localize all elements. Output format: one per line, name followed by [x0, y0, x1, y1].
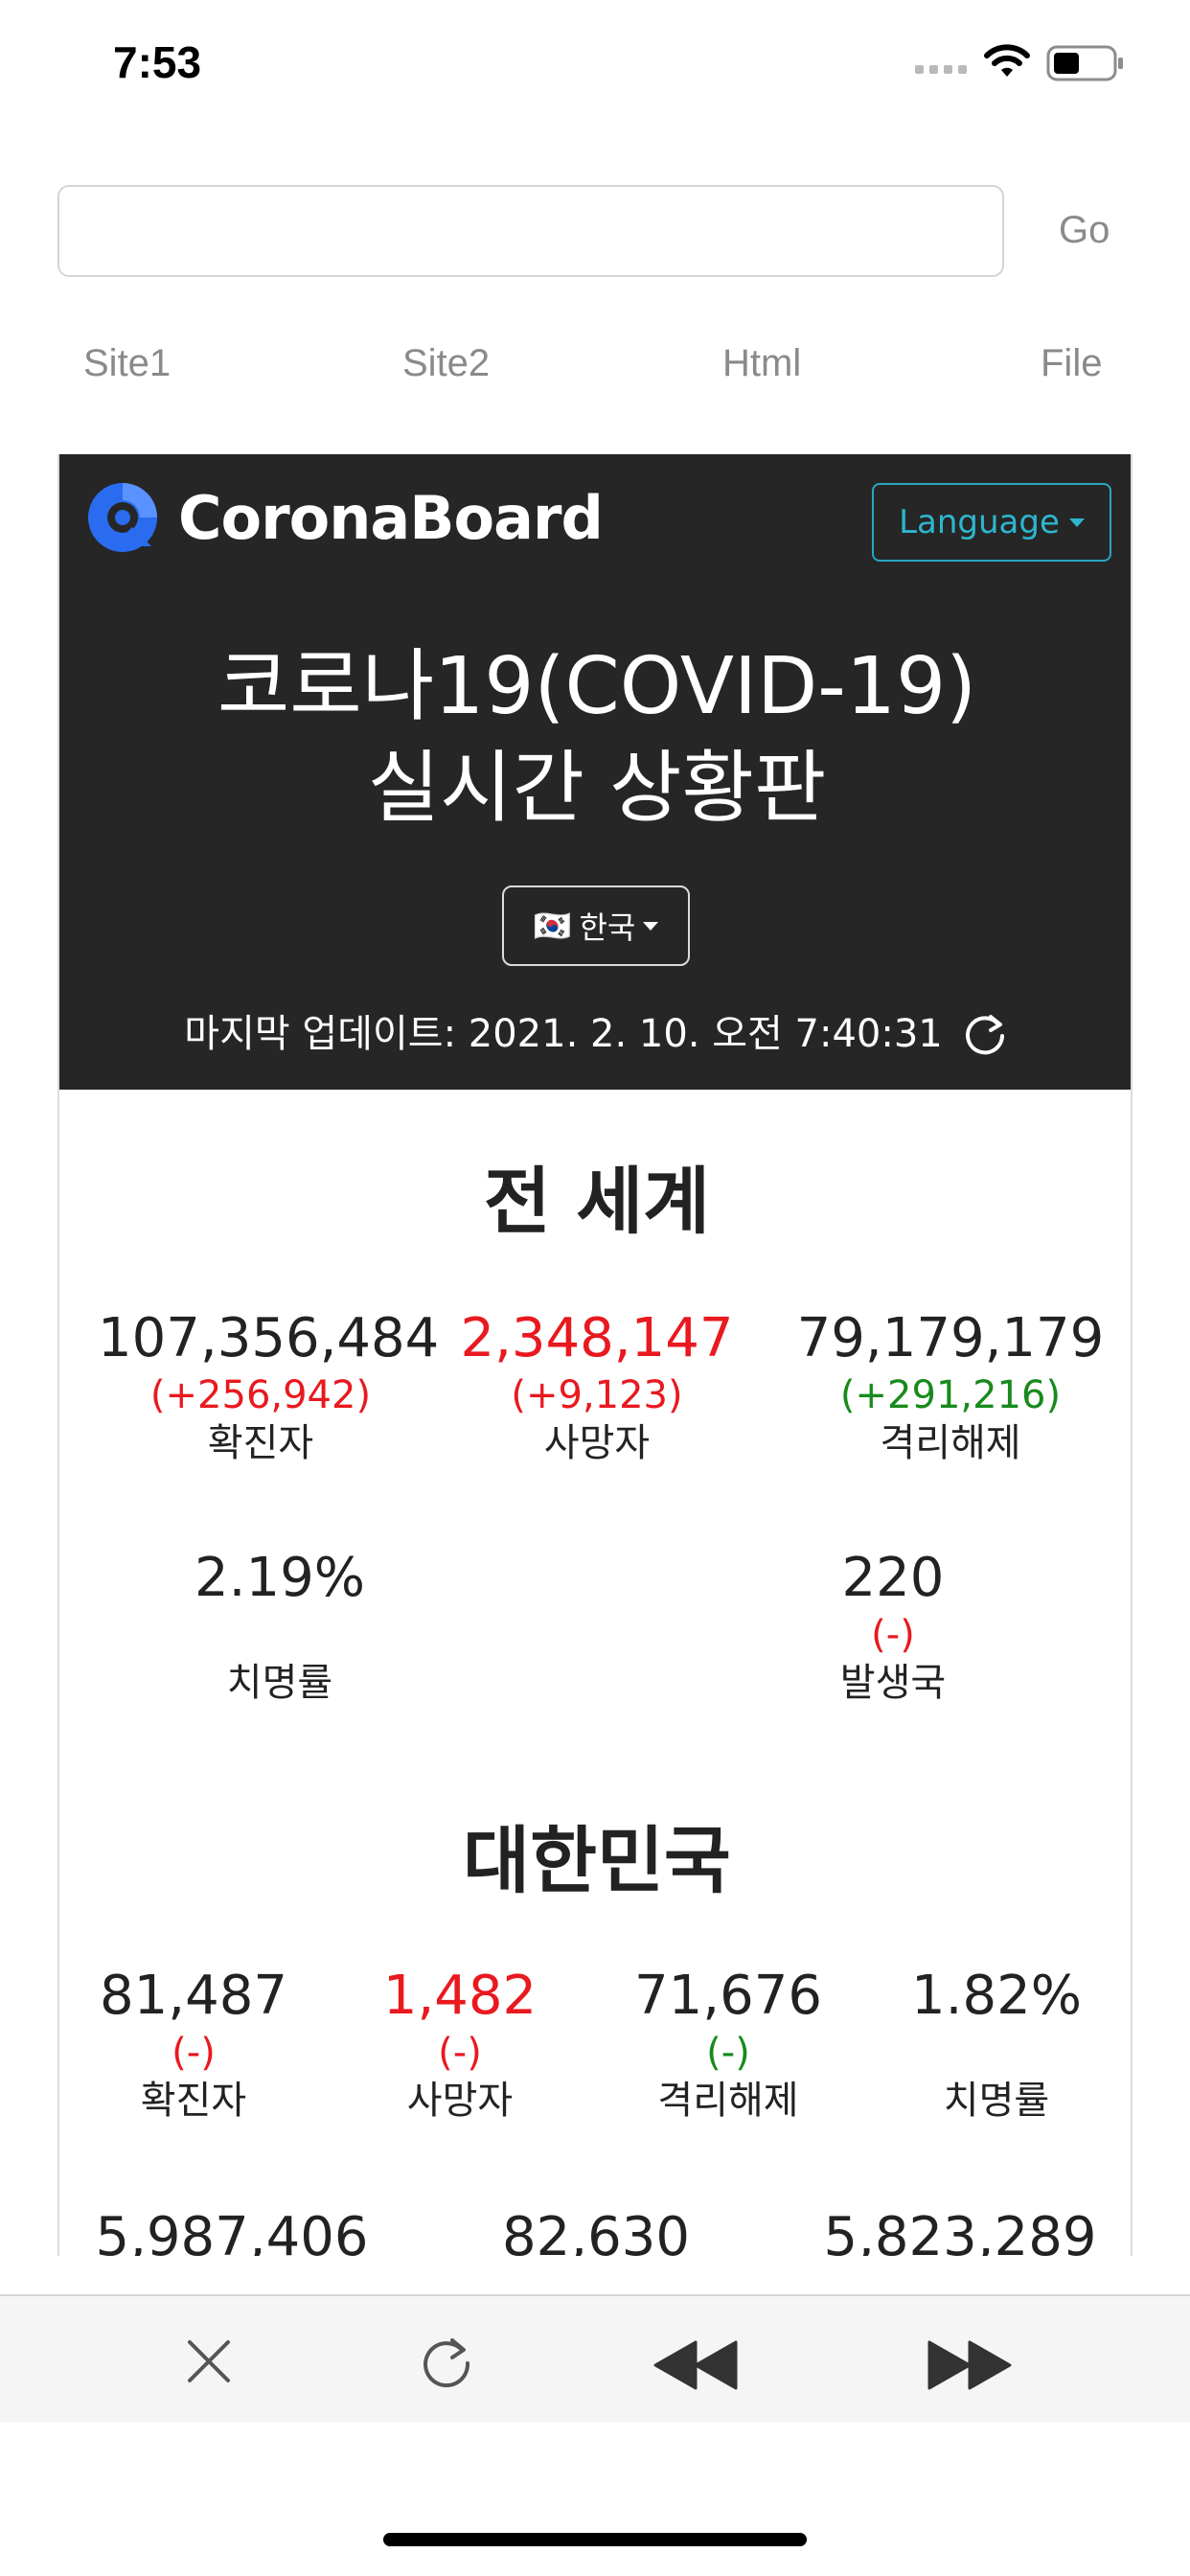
korea-partial-stat-1: 5,987,406 — [69, 2204, 395, 2256]
last-update: 마지막 업데이트: 2021. 2. 10. 오전 7:40:31 — [59, 1002, 1131, 1061]
language-label: Language — [899, 503, 1060, 541]
title-line-1: 코로나19(COVID-19) — [217, 641, 977, 732]
korea-recovered-value: 71,676 — [634, 1965, 822, 2027]
world-countries-diff: (-) — [871, 1613, 915, 1657]
korea-section-title: 대한민국 — [463, 1818, 731, 1903]
title-line-2: 실시간 상황판 — [367, 743, 827, 834]
korea-deaths-diff: (-) — [438, 2031, 482, 2075]
world-fatality-value: 2.19% — [195, 1547, 365, 1609]
korea-fatality-label: 치명률 — [943, 2079, 1050, 2123]
home-indicator[interactable] — [383, 2533, 807, 2546]
link-site2[interactable]: Site2 — [402, 342, 491, 384]
korea-partial-stat-3: 5,823,289 — [797, 2204, 1123, 2256]
chevron-down-icon — [643, 921, 659, 931]
world-deaths-value: 2,348,147 — [460, 1307, 734, 1369]
world-confirmed-value: 107,356,484 — [98, 1307, 440, 1369]
brand-name: CoronaBoard — [178, 482, 604, 553]
world-recovered-label: 격리해제 — [880, 1421, 1021, 1465]
world-confirmed: 107,356,484 (+256,942) 확진자 — [98, 1305, 440, 1468]
world-countries-label: 발생국 — [839, 1661, 947, 1705]
world-recovered: 79,179,179 (+291,216) 격리해제 — [788, 1305, 1113, 1468]
world-section-title: 전 세계 — [483, 1159, 711, 1244]
country-dropdown-button[interactable]: 🇰🇷 한국 — [502, 886, 690, 966]
world-deaths: 2,348,147 (+9,123) 사망자 — [444, 1305, 750, 1468]
world-recovered-diff: (+291,216) — [839, 1373, 1062, 1417]
world-confirmed-label: 확진자 — [207, 1421, 314, 1465]
refresh-icon[interactable] — [960, 1011, 1010, 1061]
web-view[interactable]: CoronaBoard Language 코로나19(COVID-19) 실시간… — [57, 454, 1133, 2256]
link-file[interactable]: File — [1041, 342, 1103, 384]
korea-fatality-value: 1.82% — [911, 1965, 1082, 2027]
korea-partial-value-3: 5,823,289 — [823, 2206, 1097, 2256]
wifi-icon — [984, 44, 1030, 77]
language-dropdown-button[interactable]: Language — [872, 483, 1111, 562]
status-bar: 7:53 — [0, 0, 1190, 125]
korea-partial-stat-2: 82,630 — [443, 2204, 749, 2256]
korea-fatality: 1.82% 치명률 — [881, 1963, 1111, 2126]
status-time: 7:53 — [113, 37, 202, 87]
korea-deaths-value: 1,482 — [382, 1965, 538, 2027]
korea-recovered-diff: (-) — [706, 2031, 750, 2075]
link-html[interactable]: Html — [722, 342, 802, 384]
korea-deaths-label: 사망자 — [406, 2079, 514, 2123]
go-button[interactable]: Go — [1059, 209, 1110, 251]
battery-icon — [1046, 45, 1123, 81]
korea-flag-icon: 🇰🇷 — [533, 908, 572, 944]
world-fatality-label: 치명률 — [226, 1661, 333, 1705]
forward-icon[interactable] — [926, 2340, 1012, 2390]
country-label: 한국 — [579, 909, 636, 946]
world-deaths-diff: (+9,123) — [511, 1373, 683, 1417]
back-icon[interactable] — [653, 2340, 740, 2390]
korea-confirmed-label: 확진자 — [140, 2079, 247, 2123]
cellular-signal-icon — [915, 65, 967, 74]
world-countries-value: 220 — [841, 1547, 945, 1609]
chevron-down-icon — [1068, 518, 1085, 527]
korea-recovered-label: 격리해제 — [657, 2079, 799, 2123]
korea-partial-value-1: 5,987,406 — [95, 2206, 369, 2256]
korea-confirmed-diff: (-) — [172, 2031, 216, 2075]
korea-recovered: 71,676 (-) 격리해제 — [613, 1963, 843, 2126]
coronaboard-logo[interactable]: CoronaBoard — [84, 479, 604, 556]
page-title: 코로나19(COVID-19) 실시간 상황판 — [59, 636, 1131, 840]
hero-header: CoronaBoard Language 코로나19(COVID-19) 실시간… — [59, 454, 1131, 1090]
browser-toolbar — [0, 2294, 1190, 2423]
url-input[interactable] — [57, 185, 1004, 277]
korea-confirmed: 81,487 (-) 확진자 — [79, 1963, 309, 2126]
last-update-text: 마지막 업데이트: 2021. 2. 10. 오전 7:40:31 — [184, 1012, 943, 1056]
korea-partial-value-2: 82,630 — [502, 2206, 690, 2256]
coronaboard-logo-icon — [88, 483, 157, 552]
korea-deaths: 1,482 (-) 사망자 — [345, 1963, 575, 2126]
reload-icon[interactable] — [418, 2334, 475, 2392]
world-fatality: 2.19% 치명률 — [184, 1545, 376, 1708]
world-recovered-value: 79,179,179 — [796, 1307, 1105, 1369]
world-confirmed-diff: (+256,942) — [149, 1373, 372, 1417]
close-icon[interactable] — [182, 2334, 236, 2388]
world-countries: 220 (-) 발생국 — [797, 1545, 989, 1708]
link-site1[interactable]: Site1 — [83, 342, 172, 384]
korea-confirmed-value: 81,487 — [100, 1965, 287, 2027]
world-deaths-label: 사망자 — [543, 1421, 651, 1465]
